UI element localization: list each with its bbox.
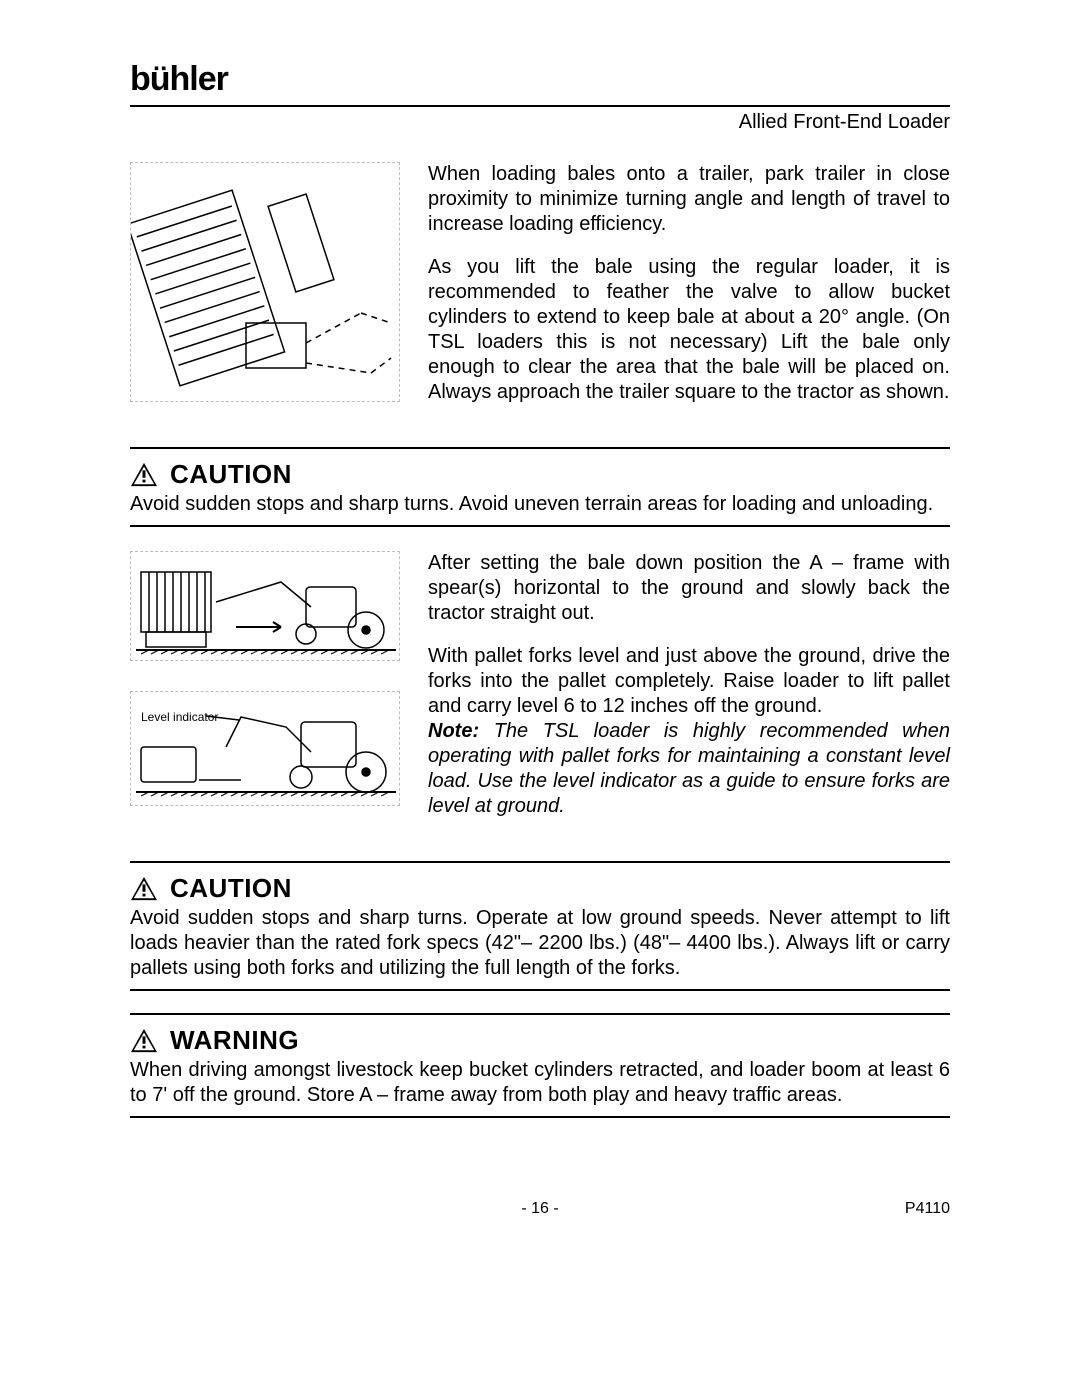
page-footer: - 16 - P4110 bbox=[130, 1200, 950, 1218]
caution-2-title: CAUTION bbox=[170, 873, 292, 904]
intro-text: When loading bales onto a trailer, park … bbox=[428, 162, 950, 423]
intro-paragraph-1: When loading bales onto a trailer, park … bbox=[428, 162, 950, 237]
document-title: Allied Front-End Loader bbox=[130, 105, 950, 134]
caution-1-body: Avoid sudden stops and sharp turns. Avoi… bbox=[130, 492, 950, 527]
mid-figures: Level indicator bbox=[130, 551, 400, 837]
trailer-diagram-icon bbox=[131, 163, 400, 402]
caution-1: CAUTION Avoid sudden stops and sharp tur… bbox=[130, 447, 950, 527]
brand-logo: bühler bbox=[130, 60, 950, 99]
footer-page-number: - 16 - bbox=[521, 1200, 558, 1218]
figure-bale-setdown bbox=[130, 551, 400, 661]
figure-pallet-forks: Level indicator bbox=[130, 691, 400, 806]
note-body: The TSL loader is highly recommended whe… bbox=[428, 720, 950, 817]
mid-paragraph-1: After setting the bale down position the… bbox=[428, 551, 950, 626]
note-label: Note: bbox=[428, 720, 479, 742]
mid-section: Level indicator bbox=[130, 551, 950, 837]
footer-code: P4110 bbox=[905, 1200, 950, 1218]
mid-paragraph-2: With pallet forks level and just above t… bbox=[428, 644, 950, 819]
warning-block: WARNING When driving amongst livestock k… bbox=[130, 1013, 950, 1118]
warning-triangle-icon bbox=[130, 1028, 158, 1054]
figure-placeholder-1 bbox=[130, 162, 400, 402]
warning-triangle-icon bbox=[130, 462, 158, 488]
page-content: bühler Allied Front-End Loader bbox=[130, 60, 950, 1128]
level-indicator-label: Level indicator bbox=[141, 710, 218, 724]
intro-paragraph-2: As you lift the bale using the regular l… bbox=[428, 255, 950, 405]
warning-triangle-icon bbox=[130, 876, 158, 902]
figure-trailer-approach bbox=[130, 162, 400, 423]
caution-2-body: Avoid sudden stops and sharp turns. Oper… bbox=[130, 906, 950, 991]
tractor-bale-icon bbox=[131, 552, 400, 661]
warning-title: WARNING bbox=[170, 1025, 299, 1056]
warning-body: When driving amongst livestock keep buck… bbox=[130, 1058, 950, 1118]
caution-2: CAUTION Avoid sudden stops and sharp tur… bbox=[130, 861, 950, 991]
caution-1-title: CAUTION bbox=[170, 459, 292, 490]
mid-text: After setting the bale down position the… bbox=[428, 551, 950, 837]
intro-section: When loading bales onto a trailer, park … bbox=[130, 162, 950, 423]
mid-p2-text: With pallet forks level and just above t… bbox=[428, 645, 950, 717]
